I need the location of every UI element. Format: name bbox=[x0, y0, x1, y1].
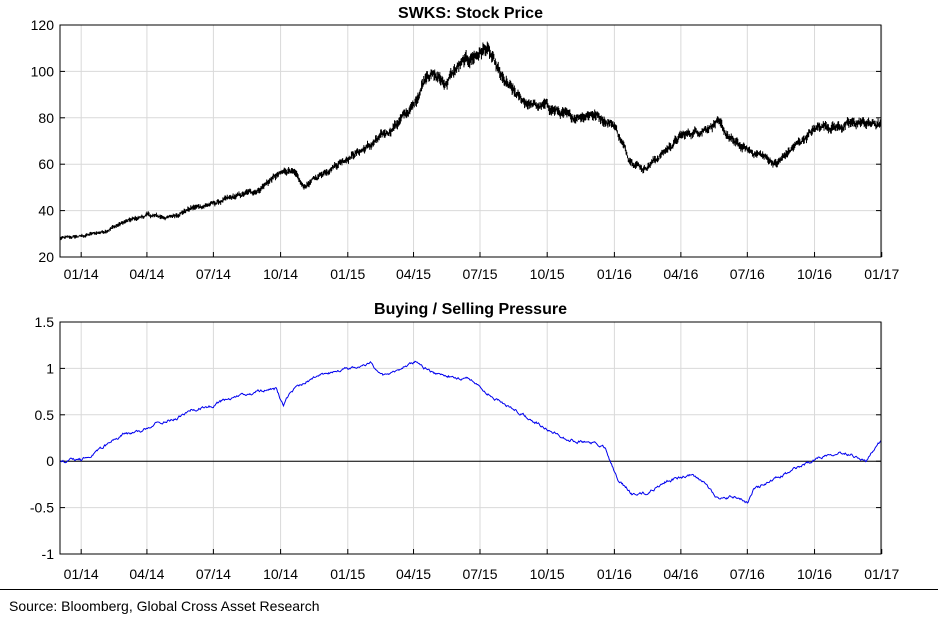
y-tick-label: -1 bbox=[42, 546, 55, 562]
x-tick-label: 01/16 bbox=[597, 566, 632, 582]
y-tick-label: 20 bbox=[38, 249, 54, 265]
x-tick-label: 01/15 bbox=[330, 266, 365, 282]
x-tick-label: 04/16 bbox=[663, 566, 698, 582]
y-tick-label: 60 bbox=[38, 156, 54, 172]
plot-frame bbox=[59, 321, 882, 555]
x-tick-label: 01/14 bbox=[64, 566, 99, 582]
y-tick-label: 80 bbox=[38, 110, 54, 126]
x-tick-label: 10/15 bbox=[530, 266, 565, 282]
x-tick-label: 04/14 bbox=[129, 566, 164, 582]
y-tick-label: 0 bbox=[46, 453, 54, 469]
chart-title: SWKS: Stock Price bbox=[398, 5, 543, 22]
x-tick-label: 10/15 bbox=[530, 566, 565, 582]
source-note: Source: Bloomberg, Global Cross Asset Re… bbox=[9, 598, 320, 614]
plot-area bbox=[60, 25, 881, 257]
x-tick-label: 01/17 bbox=[864, 266, 899, 282]
plot-area bbox=[60, 322, 881, 554]
x-tick-label: 07/15 bbox=[462, 566, 497, 582]
x-tick-label: 07/14 bbox=[196, 566, 231, 582]
y-tick-label: 120 bbox=[31, 17, 55, 33]
chart-title: Buying / Selling Pressure bbox=[374, 301, 567, 318]
x-tick-label: 04/14 bbox=[129, 266, 164, 282]
x-tick-label: 01/17 bbox=[864, 566, 899, 582]
y-tick-label: -0.5 bbox=[30, 500, 54, 516]
y-tick-label: 40 bbox=[38, 203, 54, 219]
pressure-line bbox=[59, 360, 882, 504]
y-tick-label: 0.5 bbox=[35, 407, 55, 423]
x-tick-label: 01/14 bbox=[64, 266, 99, 282]
y-tick-label: 1 bbox=[46, 360, 54, 376]
x-tick-label: 01/16 bbox=[597, 266, 632, 282]
x-tick-label: 10/14 bbox=[263, 566, 298, 582]
x-tick-label: 07/15 bbox=[462, 266, 497, 282]
y-tick-label: 1.5 bbox=[35, 314, 55, 330]
x-tick-label: 01/15 bbox=[330, 566, 365, 582]
x-tick-label: 07/14 bbox=[196, 266, 231, 282]
footer-divider bbox=[0, 589, 938, 590]
x-tick-label: 07/16 bbox=[730, 266, 765, 282]
x-tick-label: 04/15 bbox=[396, 566, 431, 582]
x-tick-label: 10/16 bbox=[797, 266, 832, 282]
plot-frame bbox=[59, 24, 882, 258]
x-tick-label: 04/16 bbox=[663, 266, 698, 282]
x-tick-label: 07/16 bbox=[730, 566, 765, 582]
x-tick-label: 04/15 bbox=[396, 266, 431, 282]
y-tick-label: 100 bbox=[31, 63, 55, 79]
x-tick-label: 10/16 bbox=[797, 566, 832, 582]
x-tick-label: 10/14 bbox=[263, 266, 298, 282]
